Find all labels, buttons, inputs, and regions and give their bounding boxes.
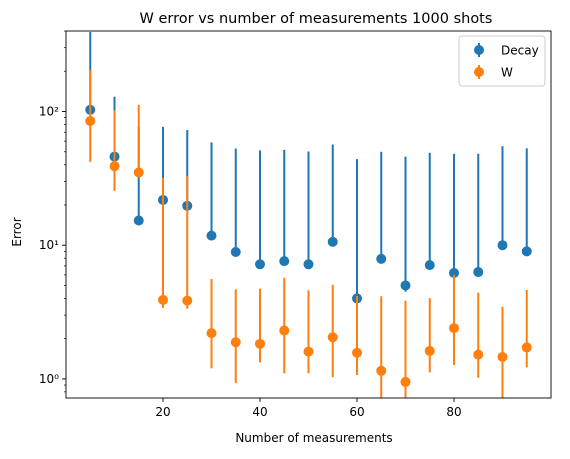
data-point [255,338,265,349]
y-axis: 10⁰ 10¹ 10² [39,30,66,393]
x-axis: 20 40 60 80 [155,398,462,419]
data-point [449,267,459,278]
data-point [473,267,484,278]
data-point [449,323,459,334]
data-point [255,259,265,270]
series-decay [85,32,532,307]
data-point [400,376,411,387]
data-point [206,328,217,339]
data-point [230,337,241,348]
plot-frame [65,30,552,399]
data-point [521,342,532,353]
data-point [327,332,338,343]
chart-title: W error vs number of measurements 1000 s… [140,11,493,27]
data-point [352,347,362,358]
data-point [327,236,338,247]
x-tick-label: 40 [252,405,267,419]
data-point [279,325,290,336]
x-tick-label: 80 [446,405,461,419]
x-tick-label: 60 [349,405,364,419]
data-point [497,351,508,362]
data-point [497,240,508,251]
legend-swatch-marker [474,67,484,77]
data-point [133,215,144,226]
data-point [473,349,484,360]
legend-label: W [501,66,513,80]
data-point [521,246,532,257]
legend-swatch-marker [474,45,484,55]
data-point [85,115,96,126]
y-tick-label: 10² [39,105,59,119]
data-point [182,295,193,306]
data-point [158,294,168,305]
series-w [85,69,532,398]
legend-label: Decay [501,44,539,58]
data-point [303,259,314,270]
data-point [400,280,411,291]
data-point [109,161,120,172]
data-point [303,346,314,357]
data-point [424,345,435,356]
y-tick-label: 10¹ [39,238,59,252]
data-point [376,253,387,264]
legend: Decay W [458,35,546,87]
data-point [424,260,435,271]
data-point [376,365,387,376]
y-axis-label: Error [10,217,24,246]
plot-marks [85,32,532,398]
x-tick-label: 20 [155,405,170,419]
data-point [206,230,217,241]
data-point [133,167,144,178]
y-tick-label: 10⁰ [39,372,59,386]
data-point [279,256,290,267]
data-point [230,246,241,257]
x-axis-label: Number of measurements [235,431,392,445]
